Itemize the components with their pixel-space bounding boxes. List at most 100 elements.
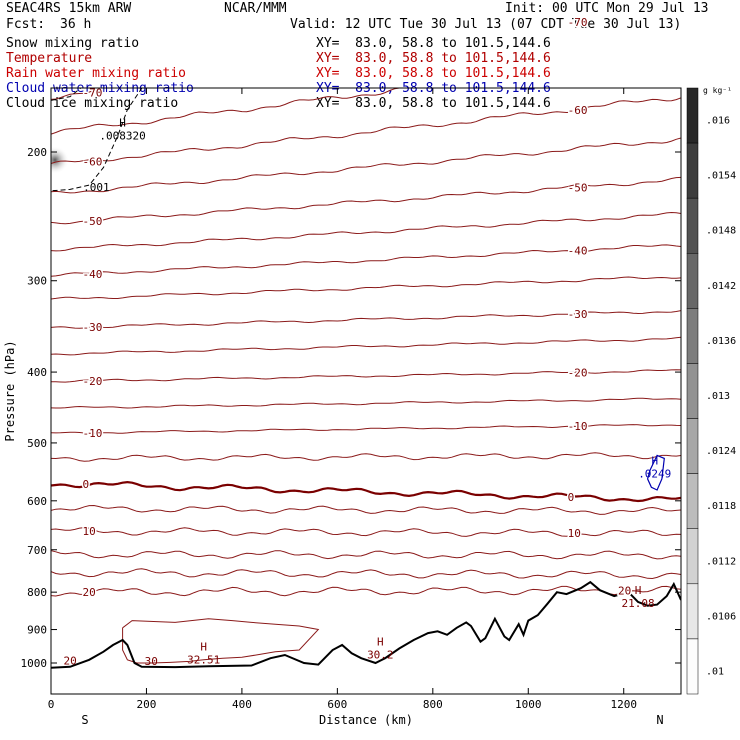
extremum-value: 32.51 [187, 654, 220, 667]
extremum-value: .008320 [99, 129, 145, 142]
temperature-contour [51, 88, 411, 135]
x-tick-label: 1000 [515, 698, 542, 711]
temperature-contour [51, 550, 681, 560]
temperature-contour [51, 424, 681, 434]
field-xy-snow: XY= 83.0, 58.8 to 101.5,144.6 [316, 36, 551, 51]
colorbar-segment [686, 87, 699, 144]
field-name-cloud-ice: Cloud ice mixing ratio [6, 96, 179, 111]
colorbar-tick-label: .0106 [706, 611, 736, 622]
colorbar: .016 .0154 .0148 .0142 .0136 .013 .0124 .0118 .0… [686, 86, 736, 695]
temperature-contour [51, 369, 681, 383]
colorbar-tick-label: .0136 [706, 336, 736, 347]
colorbar-tick-label: .0112 [706, 556, 736, 567]
temperature-contour [51, 176, 681, 225]
contour-label: -40 [568, 245, 588, 258]
terrain-line [51, 580, 681, 669]
temperature-contour [51, 244, 681, 277]
colorbar-segment [686, 473, 699, 529]
north-label: N [656, 713, 663, 727]
contour-label: 20 [618, 584, 631, 597]
colorbar-tick-label: .0154 [706, 171, 736, 182]
extremum-letter: H [200, 641, 207, 654]
field-name-rain: Rain water mixing ratio [6, 66, 187, 81]
x-axis-title: Distance (km) [319, 713, 413, 727]
y-axis-title: Pressure (hPa) [3, 340, 17, 441]
temperature-contour-30 [122, 618, 320, 664]
extremum-value: .0249 [638, 467, 671, 480]
x-tick-label: 1200 [610, 698, 637, 711]
contour-label: 30 [145, 655, 158, 668]
colorbar-unit: g kg⁻¹ [703, 86, 732, 95]
colorbar-segment [686, 363, 699, 419]
extremum-value: 30.2 [367, 649, 394, 662]
contour-label: -20 [83, 375, 103, 388]
snow-contour [51, 88, 143, 192]
contour-label: -70 [568, 16, 588, 29]
plot-content [51, 88, 681, 669]
y-tick-label: 200 [27, 146, 47, 159]
contour-label: -60 [568, 104, 588, 117]
contour-label: -50 [568, 182, 588, 195]
temperature-contour [51, 452, 681, 462]
temperature-contour [51, 527, 681, 537]
contour-label: 20 [63, 655, 76, 668]
x-tick-label: 200 [137, 698, 157, 711]
colorbar-tick-label: .01 [706, 666, 724, 677]
temperature-contour [51, 397, 681, 409]
extremum-letter: H [635, 584, 642, 597]
y-tick-label: 800 [27, 586, 47, 599]
field-name-temperature: Temperature [6, 51, 93, 66]
colorbar-segment [686, 418, 699, 474]
field-xy-cloud-ice: XY= 83.0, 58.8 to 101.5,144.6 [316, 96, 551, 111]
y-tick-label: 500 [27, 437, 47, 450]
contour-label: 0 [83, 478, 90, 491]
colorbar-segment [686, 638, 699, 695]
y-tick-label: 600 [27, 495, 47, 508]
field-name-snow: Snow mixing ratio [6, 36, 140, 51]
contour-label: 0 [568, 491, 575, 504]
contour-label: -10 [83, 427, 103, 440]
colorbar-segment [686, 197, 699, 254]
y-tick-label: 1000 [21, 657, 48, 670]
contour-label: -40 [83, 268, 103, 281]
colorbar-segment [686, 528, 699, 585]
extremum-letter: H [377, 636, 384, 649]
colorbar-tick-label: .016 [706, 116, 730, 127]
field-xy-rain: XY= 83.0, 58.8 to 101.5,144.6 [316, 66, 551, 81]
contour-label: 10 [83, 525, 96, 538]
colorbar-segment [686, 583, 699, 640]
x-tick-label: 0 [48, 698, 55, 711]
extremum-value: 21.08 [621, 597, 654, 610]
plot-frame [50, 87, 682, 695]
contour-label: -30 [568, 308, 588, 321]
colorbar-segment [686, 308, 699, 364]
contour-label: -30 [83, 321, 103, 334]
temperature-contour [51, 504, 681, 515]
contour-label: -70 [83, 87, 103, 100]
forecast-label: Fcst: [6, 17, 46, 32]
temperature-contour [51, 310, 681, 329]
y-tick-label: 400 [27, 366, 47, 379]
x-tick-label: 600 [327, 698, 347, 711]
extremum-letter: H [651, 454, 658, 467]
temperature-contour [51, 211, 681, 252]
forecast-hour: 36 h [60, 17, 92, 32]
colorbar-tick-label: .013 [706, 391, 730, 402]
contour-label: -50 [83, 215, 103, 228]
model-title: SEAC4RS 15km ARW [6, 1, 132, 16]
colorbar-segment [686, 253, 699, 309]
contour-label: .001 [83, 181, 110, 194]
x-tick-label: 400 [232, 698, 252, 711]
y-tick-label: 700 [27, 544, 47, 557]
x-tick-label: 800 [423, 698, 443, 711]
init-time: Init: 00 UTC Mon 29 Jul 13 [505, 1, 709, 16]
colorbar-tick-label: .0124 [706, 446, 736, 457]
plot-overlay: -70 -70 -60 -60 -50 -50 -40 -40 -30 -30 -20 -20 -10 -… [63, 14, 671, 668]
field-xy-temperature: XY= 83.0, 58.8 to 101.5,144.6 [316, 51, 551, 66]
temperature-contour [51, 480, 681, 503]
colorbar-tick-label: .0142 [706, 281, 736, 292]
contour-label: 20 [83, 586, 96, 599]
valid-time: Valid: 12 UTC Tue 30 Jul 13 (07 CDT Tue … [290, 17, 682, 32]
